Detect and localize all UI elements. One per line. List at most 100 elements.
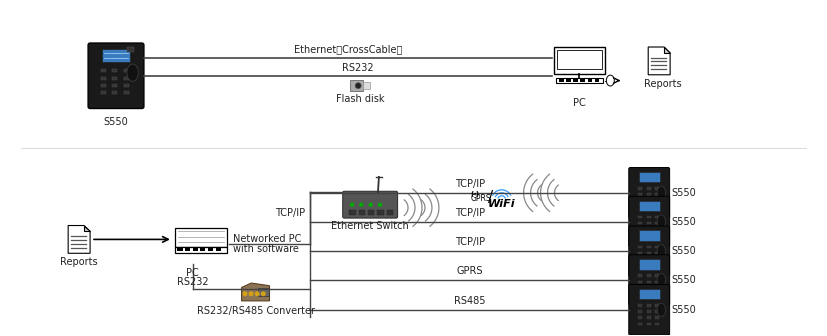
FancyBboxPatch shape [88, 43, 144, 109]
Bar [647, 281, 651, 283]
Bar [638, 259, 660, 269]
Bar [655, 187, 659, 190]
Bar [387, 210, 393, 215]
Bar [655, 310, 659, 313]
Text: Flash disk: Flash disk [336, 94, 385, 103]
Bar [638, 201, 660, 211]
Bar [655, 323, 659, 325]
Circle shape [249, 292, 253, 296]
Text: PC: PC [186, 268, 199, 278]
Bar [647, 193, 651, 196]
Polygon shape [241, 283, 270, 301]
Bar [638, 323, 643, 325]
Bar [581, 79, 586, 82]
Bar [655, 193, 659, 196]
Bar [368, 210, 375, 215]
Bar [647, 252, 651, 254]
Text: TCP/IP: TCP/IP [455, 179, 485, 189]
Bar [102, 49, 131, 62]
FancyBboxPatch shape [629, 226, 670, 277]
Text: $\mathbf{^{(\cdot)}}$: $\mathbf{^{(\cdot)}}$ [470, 191, 480, 201]
Text: RS485: RS485 [454, 296, 485, 306]
Bar [647, 264, 651, 266]
Bar [655, 222, 659, 224]
Text: GPRS: GPRS [471, 194, 491, 203]
Text: S550: S550 [672, 188, 696, 198]
Bar [647, 228, 651, 230]
Bar [655, 264, 659, 266]
Bar [647, 310, 651, 313]
Bar [377, 210, 384, 215]
Bar [363, 82, 370, 89]
Bar [101, 91, 106, 94]
Bar [124, 91, 129, 94]
Bar [112, 84, 117, 87]
Bar [638, 193, 643, 196]
Circle shape [243, 292, 246, 296]
Bar [647, 246, 651, 248]
Bar [638, 258, 643, 260]
Bar [638, 206, 643, 208]
Bar [638, 216, 643, 218]
Text: Reports: Reports [60, 257, 98, 267]
Bar [573, 79, 578, 82]
Bar [638, 228, 643, 230]
Text: S550: S550 [672, 275, 696, 285]
Circle shape [351, 203, 353, 206]
Bar [655, 287, 659, 289]
Bar [638, 289, 660, 299]
FancyBboxPatch shape [629, 285, 670, 335]
Ellipse shape [657, 186, 666, 200]
Circle shape [256, 292, 259, 296]
Bar [655, 317, 659, 319]
Bar [638, 235, 643, 237]
Bar [647, 323, 651, 325]
Bar [638, 222, 643, 224]
Bar [655, 304, 659, 306]
Bar [647, 304, 651, 306]
Circle shape [355, 83, 361, 89]
Polygon shape [68, 225, 90, 253]
Bar [647, 235, 651, 237]
Bar [638, 187, 643, 190]
Bar [556, 78, 603, 83]
Bar [638, 310, 643, 313]
Text: TCP/IP: TCP/IP [275, 208, 305, 218]
Bar [216, 248, 221, 251]
Ellipse shape [606, 75, 614, 86]
Bar [638, 274, 643, 277]
Bar [566, 79, 571, 82]
Bar [638, 200, 643, 202]
Text: TCP/IP: TCP/IP [455, 237, 485, 247]
Bar [647, 274, 651, 277]
Text: RS232: RS232 [342, 63, 374, 73]
Bar [559, 79, 563, 82]
Polygon shape [84, 225, 90, 232]
Bar [638, 252, 643, 254]
Circle shape [261, 292, 265, 296]
Bar [595, 79, 600, 82]
Bar [178, 248, 183, 251]
Bar [647, 287, 651, 289]
Text: S550: S550 [672, 217, 696, 226]
Bar [655, 228, 659, 230]
Text: S550: S550 [103, 117, 128, 127]
Text: Networked PC: Networked PC [232, 235, 301, 244]
Bar [638, 264, 643, 266]
Bar [208, 248, 213, 251]
Bar [350, 210, 356, 215]
Bar [557, 50, 602, 69]
Text: RS232/RS485 Converter: RS232/RS485 Converter [197, 306, 314, 316]
Bar [258, 288, 270, 296]
Bar [638, 246, 643, 248]
Ellipse shape [657, 274, 666, 287]
Bar [647, 222, 651, 224]
Ellipse shape [657, 245, 666, 258]
Bar [127, 47, 134, 52]
Text: TCP/IP: TCP/IP [455, 208, 485, 218]
FancyBboxPatch shape [629, 255, 670, 305]
Bar [638, 230, 660, 241]
Bar [647, 317, 651, 319]
FancyBboxPatch shape [629, 168, 670, 218]
Text: WiFi: WiFi [488, 199, 515, 209]
